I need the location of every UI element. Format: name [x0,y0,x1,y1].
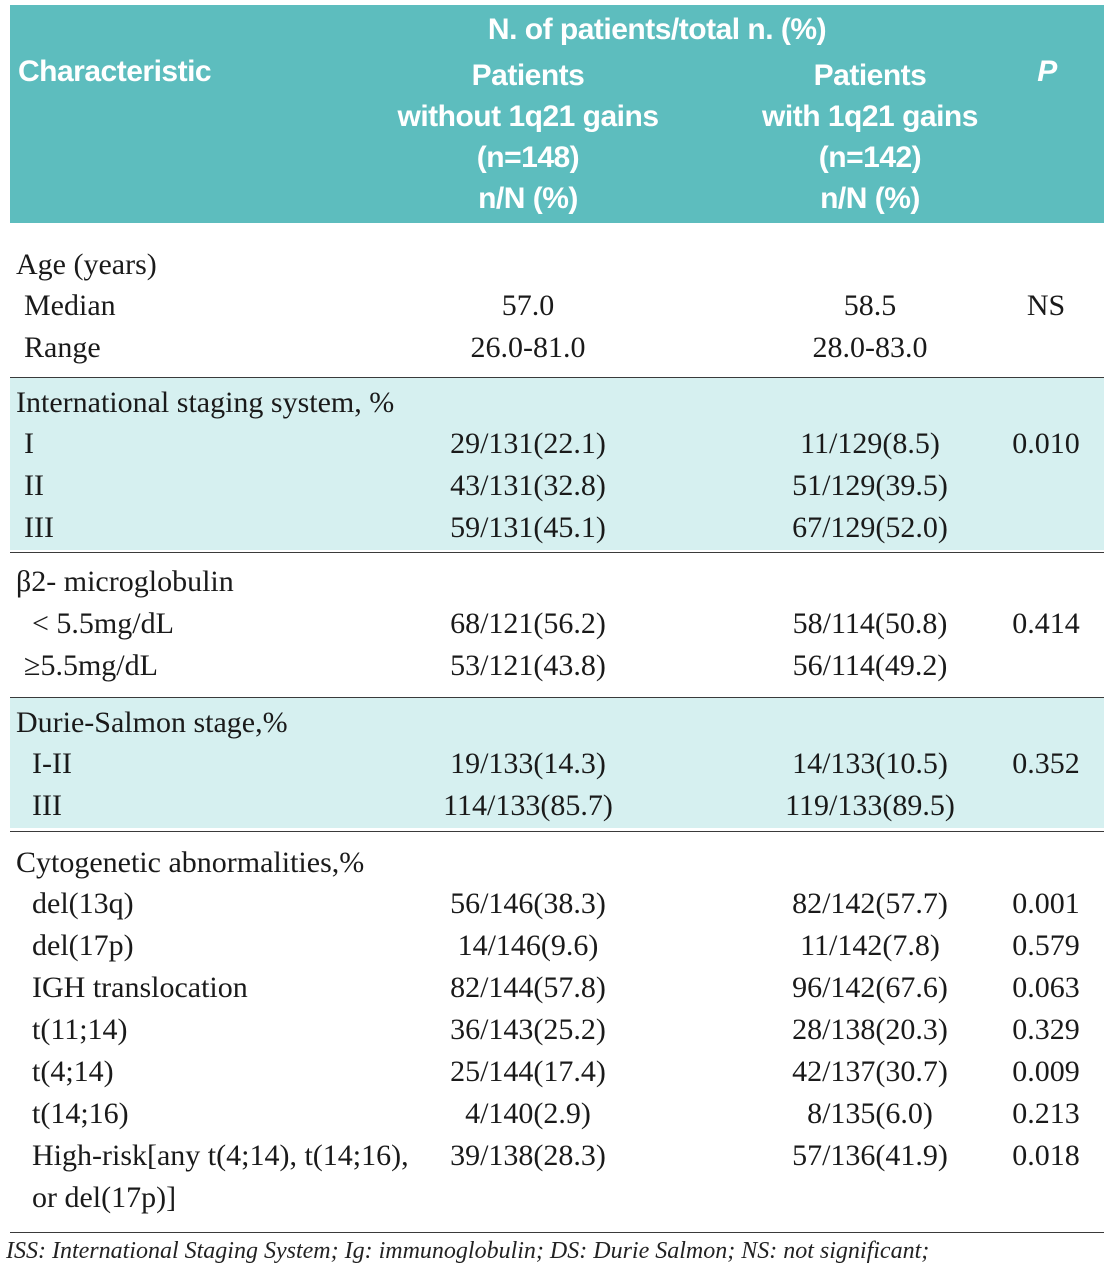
table-row: III 59/131(45.1) 67/129(52.0) [24,511,948,544]
section-title-row: Cytogenetic abnormalities,% [10,842,1104,884]
group-with-header: Patients with 1q21 gains (n=142) n/N (%) [762,59,978,215]
table-row: I-II 19/133(14.3) 14/133(10.5) 0.352 [32,747,1080,780]
table-bottom-rule [10,1232,1104,1233]
section-title: Age (years) [16,248,157,281]
row-divider [10,697,1104,698]
table-row: Range 26.0-81.0 28.0-83.0 [24,331,928,364]
group-without-header: Patients without 1q21 gains (n=148) n/N … [397,59,659,215]
table-row: I 29/131(22.1) 11/129(8.5) 0.010 [24,427,1080,460]
table-row: t(11;14) 36/143(25.2) 28/138(20.3) 0.329 [32,1013,1080,1046]
footnote: ISS: International Staging System; Ig: i… [6,1238,930,1264]
table-row: or del(17p)] [32,1181,177,1214]
section-title-row: International staging system, % [10,382,1104,424]
section-cytogenetic: Cytogenetic abnormalities,% del(13q) 56/… [10,832,1104,1222]
table-row: < 5.5mg/dL 68/121(56.2) 58/114(50.8) 0.4… [32,607,1080,640]
table-row: t(4;14) 25/144(17.4) 42/137(30.7) 0.009 [32,1055,1080,1088]
table-row: ≥5.5mg/dL 53/121(43.8) 56/114(49.2) [24,649,948,682]
section-title: β2- microglobulin [16,565,234,598]
section-durie-salmon: Durie-Salmon stage,% I-II 19/133(14.3) 1… [10,698,1104,828]
table-header: N. of patients/total n. (%) Characterist… [10,5,1104,223]
section-title: Durie-Salmon stage,% [16,706,288,739]
section-age: Age (years) Median 57.0 58.5 NS Range 26… [10,240,1104,370]
table-row: del(13q) 56/146(38.3) 82/142(57.7) 0.001 [32,887,1080,920]
characteristic-header: Characteristic [18,55,212,88]
table-row: II 43/131(32.8) 51/129(39.5) [24,469,948,502]
section-title-row: Age (years) [10,244,1104,286]
section-b2m: β2- microglobulin < 5.5mg/dL 68/121(56.2… [10,553,1104,693]
table-row: IGH translocation 82/144(57.8) 96/142(67… [32,971,1080,1004]
table-row: III 114/133(85.7) 119/133(89.5) [32,789,955,822]
section-title-row: β2- microglobulin [10,561,1104,603]
section-title: Cytogenetic abnormalities,% [16,846,365,879]
section-title-row: Durie-Salmon stage,% [10,702,1104,744]
section-title: International staging system, % [16,386,395,419]
row-divider [10,831,1104,832]
table-row: del(17p) 14/146(9.6) 11/142(7.8) 0.579 [32,929,1080,962]
p-header: P [1037,55,1057,88]
table-row: High-risk[any t(4;14), t(14;16), 39/138(… [32,1139,1080,1172]
table-row: t(14;16) 4/140(2.9) 8/135(6.0) 0.213 [32,1097,1080,1130]
row-divider [10,552,1104,553]
row-divider [10,377,1104,378]
section-iss: International staging system, % I 29/131… [10,378,1104,550]
table-row: Median 57.0 58.5 NS [24,289,1066,322]
span-title: N. of patients/total n. (%) [487,13,827,46]
